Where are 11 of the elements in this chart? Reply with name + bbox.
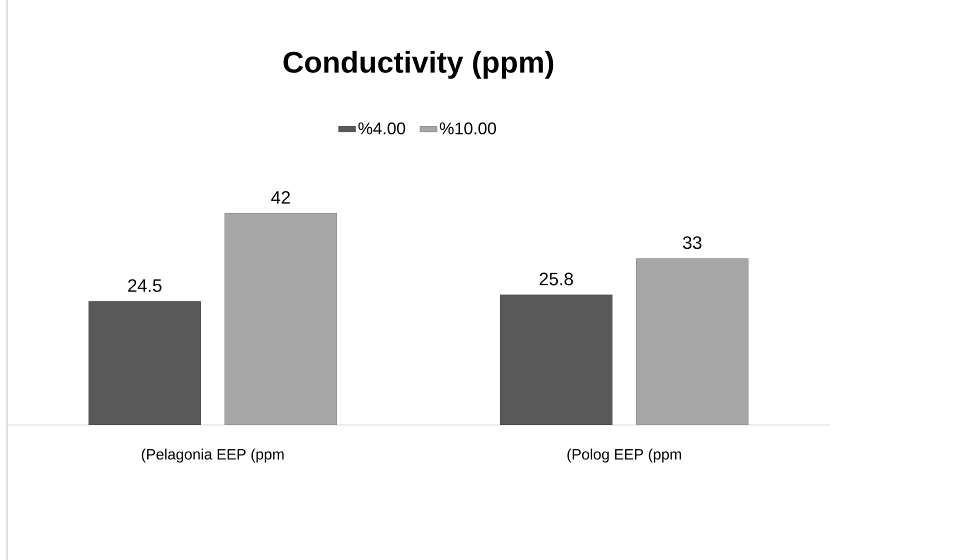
data-label: 33 <box>682 236 702 250</box>
data-label: 25.8 <box>540 272 573 286</box>
x-tick-label: (Pelagonia EEP (ppm <box>142 448 284 463</box>
data-label: 24.5 <box>128 279 162 292</box>
bar <box>500 294 612 425</box>
bar <box>88 301 201 425</box>
chart-title: Conductivity (ppm) <box>284 50 554 79</box>
legend-label: %10.00 <box>440 122 496 134</box>
data-label: 42 <box>271 191 290 204</box>
legend-label: %4.00 <box>358 122 406 134</box>
x-tick-label: (Polog EEP (ppm <box>567 448 681 463</box>
